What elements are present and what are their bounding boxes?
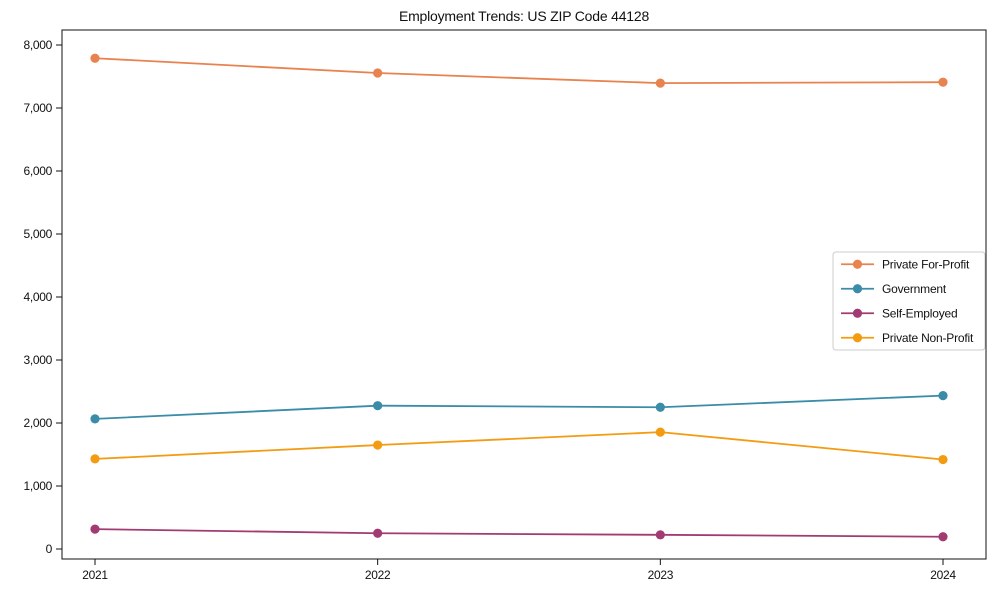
data-point-government [90, 414, 100, 424]
y-axis-tick-label: 7,000 [23, 101, 52, 115]
data-point-self-employed [90, 524, 100, 534]
y-axis-tick-label: 2,000 [23, 416, 52, 430]
y-axis-tick-label: 0 [46, 542, 53, 556]
y-axis-tick-label: 5,000 [23, 227, 52, 241]
series-line-private-for-profit [94, 57, 944, 85]
y-axis-tick-label: 8,000 [23, 38, 52, 52]
legend-marker-private-for-profit [852, 259, 863, 269]
x-axis-tick-label: 2022 [365, 568, 391, 582]
legend-label-self-employed: Self-Employed [882, 306, 957, 320]
data-point-private-for-profit [90, 53, 100, 63]
data-point-private-non-profit [655, 427, 665, 437]
plot-border [61, 29, 987, 560]
legend-label-private-for-profit: Private For-Profit [882, 257, 970, 271]
series-line-private-non-profit [94, 431, 944, 461]
legend-marker-government [852, 284, 863, 294]
y-axis-tick-label: 3,000 [23, 353, 52, 367]
y-axis-tick-label: 1,000 [23, 479, 52, 493]
x-axis-tick-label: 2021 [82, 568, 108, 582]
data-point-private-non-profit [90, 454, 100, 464]
data-point-private-for-profit [373, 68, 383, 78]
y-axis-tick-label: 4,000 [23, 290, 52, 304]
data-point-government [938, 390, 948, 401]
data-point-self-employed [655, 530, 665, 540]
x-axis-tick-label: 2023 [648, 568, 674, 582]
chart-title: Employment Trends: US ZIP Code 44128 [398, 8, 650, 24]
legend-label-government: Government [882, 282, 947, 296]
data-point-government [655, 402, 665, 412]
data-point-self-employed [373, 528, 383, 538]
legend-label-private-non-profit: Private Non-Profit [882, 331, 974, 345]
data-point-private-non-profit [938, 454, 948, 465]
legend-marker-self-employed [852, 308, 863, 318]
data-point-private-non-profit [373, 440, 383, 450]
data-point-government [373, 401, 383, 411]
data-point-private-for-profit [938, 77, 948, 87]
y-axis-tick-label: 6,000 [23, 164, 52, 178]
data-point-self-employed [938, 532, 948, 542]
series-line-government [94, 394, 944, 420]
series-line-self-employed [94, 528, 944, 538]
legend [832, 251, 986, 351]
legend-marker-private-non-profit [852, 333, 863, 343]
x-axis-tick-label: 2024 [930, 568, 956, 582]
data-point-private-for-profit [655, 78, 665, 88]
